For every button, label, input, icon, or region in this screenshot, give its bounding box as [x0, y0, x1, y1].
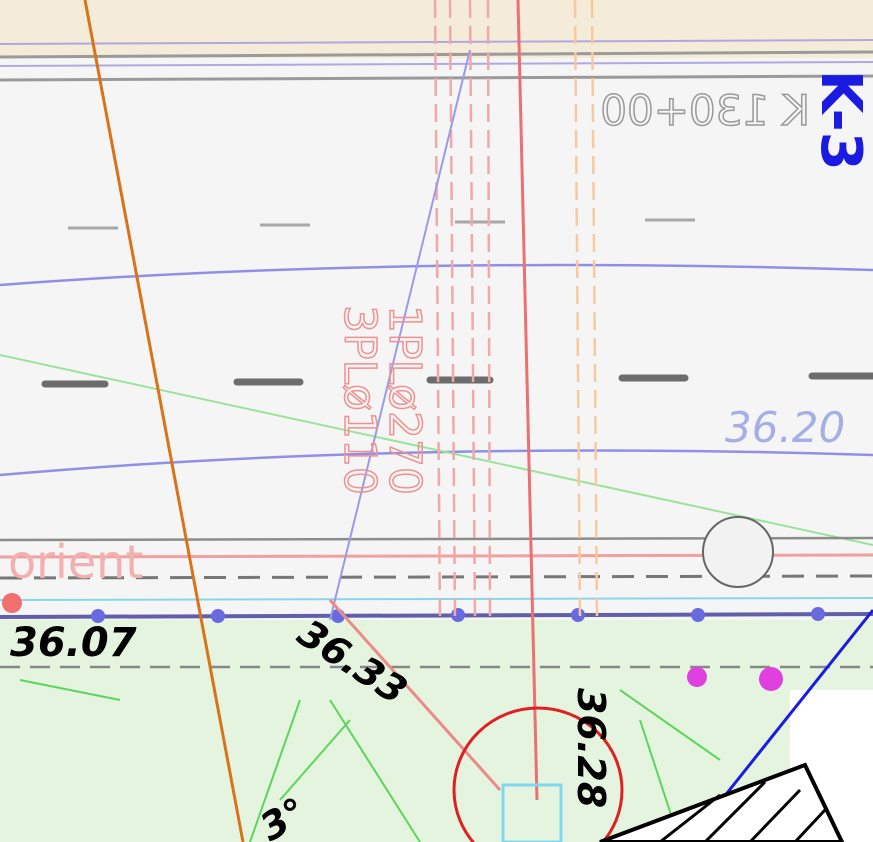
building	[599, 762, 845, 842]
blue-lines	[0, 263, 873, 477]
route-label: K-3	[808, 70, 873, 171]
green-line	[0, 354, 873, 546]
blue-kerb	[0, 612, 873, 619]
street-label: orient	[8, 535, 143, 589]
elevation-label: 36.07	[10, 620, 137, 666]
lane-marks	[41, 372, 873, 388]
blue-diagonal	[329, 49, 471, 621]
centerline-dashes	[68, 218, 695, 230]
blue-dots	[91, 607, 825, 623]
pipe-label: 3PLø110	[334, 305, 385, 495]
cyan-line	[0, 597, 873, 601]
manhole	[702, 516, 774, 588]
red-diagonal	[328, 598, 502, 792]
green-strokes	[19, 679, 721, 842]
red-pipe	[516, 0, 539, 801]
magenta-dots	[687, 667, 783, 691]
pipe-label: 1PLø270	[379, 305, 430, 495]
orange-line	[83, 0, 245, 842]
elevation-label: 36.28	[569, 688, 613, 808]
elevation-label: 36.20	[725, 403, 845, 452]
top-band	[0, 0, 873, 58]
red-circle	[452, 706, 624, 842]
cyan-box	[501, 783, 563, 842]
red-dot	[2, 593, 22, 613]
station-label: K 130+00	[600, 86, 810, 135]
